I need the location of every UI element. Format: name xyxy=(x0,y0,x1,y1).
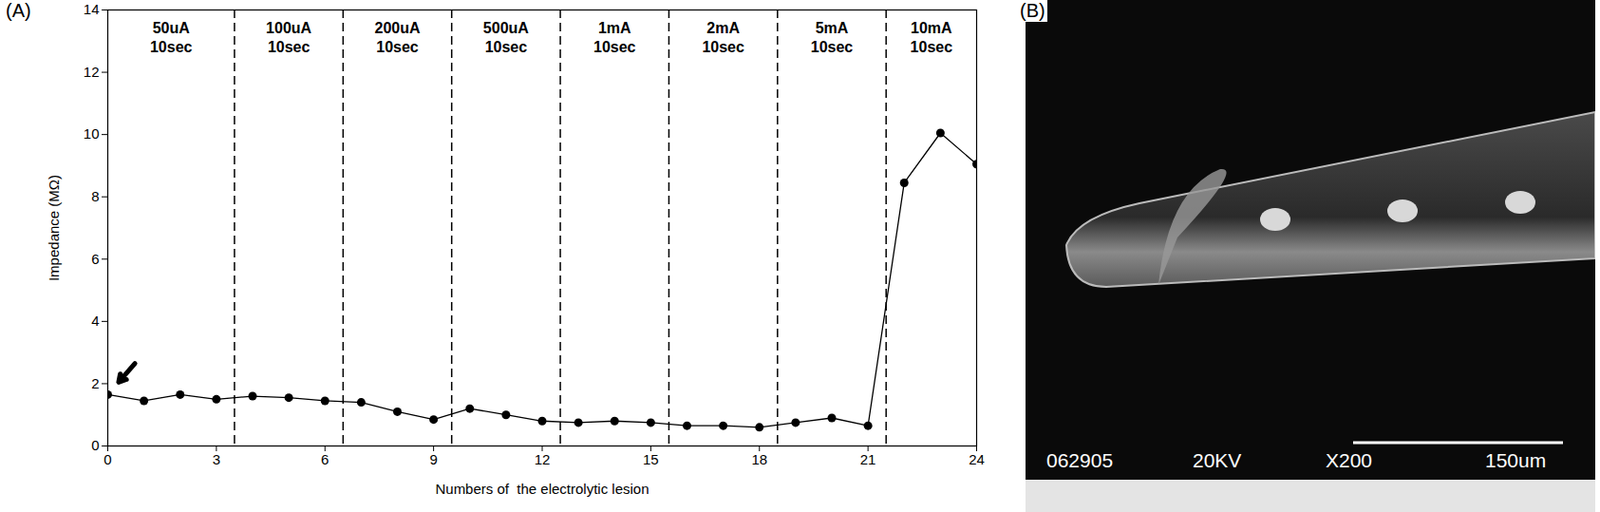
svg-text:15: 15 xyxy=(642,451,659,468)
svg-text:18: 18 xyxy=(751,451,768,468)
svg-text:9: 9 xyxy=(429,451,437,468)
svg-text:12: 12 xyxy=(534,451,551,468)
svg-text:4: 4 xyxy=(91,312,99,329)
svg-text:10: 10 xyxy=(83,125,100,142)
svg-text:6: 6 xyxy=(91,250,99,267)
svg-text:8: 8 xyxy=(91,188,99,205)
svg-text:Numbers of the electrolytic l: Numbers of the electrolytic lesion xyxy=(434,480,649,497)
svg-text:6: 6 xyxy=(320,451,329,468)
svg-text:Impedance (MΩ): Impedance (MΩ) xyxy=(45,174,62,282)
svg-text:0: 0 xyxy=(103,451,112,468)
svg-text:20KV: 20KV xyxy=(1192,449,1242,471)
svg-text:50uA10sec: 50uA10sec xyxy=(150,19,193,56)
html-text:(A): (A) xyxy=(5,0,32,21)
svg-text:21: 21 xyxy=(860,451,877,468)
svg-text:X200: X200 xyxy=(1325,449,1373,471)
svg-text:200uA10sec: 200uA10sec xyxy=(374,19,420,56)
svg-text:150um: 150um xyxy=(1485,449,1546,471)
svg-text:100uA10sec: 100uA10sec xyxy=(265,19,312,56)
svg-text:10mA10sec: 10mA10sec xyxy=(910,19,954,56)
svg-text:0: 0 xyxy=(91,436,99,453)
svg-text:2: 2 xyxy=(91,375,99,392)
svg-text:12: 12 xyxy=(83,63,100,80)
svg-text:24: 24 xyxy=(968,451,985,468)
svg-text:2mA10sec: 2mA10sec xyxy=(701,19,745,56)
svg-text:1mA10sec: 1mA10sec xyxy=(593,19,637,56)
svg-text:062905: 062905 xyxy=(1046,449,1113,471)
svg-text:500uA10sec: 500uA10sec xyxy=(483,19,529,56)
html-text:(B): (B) xyxy=(1019,0,1046,21)
svg-text:5mA10sec: 5mA10sec xyxy=(810,19,854,56)
svg-text:3: 3 xyxy=(212,451,221,468)
svg-text:14: 14 xyxy=(83,0,100,18)
